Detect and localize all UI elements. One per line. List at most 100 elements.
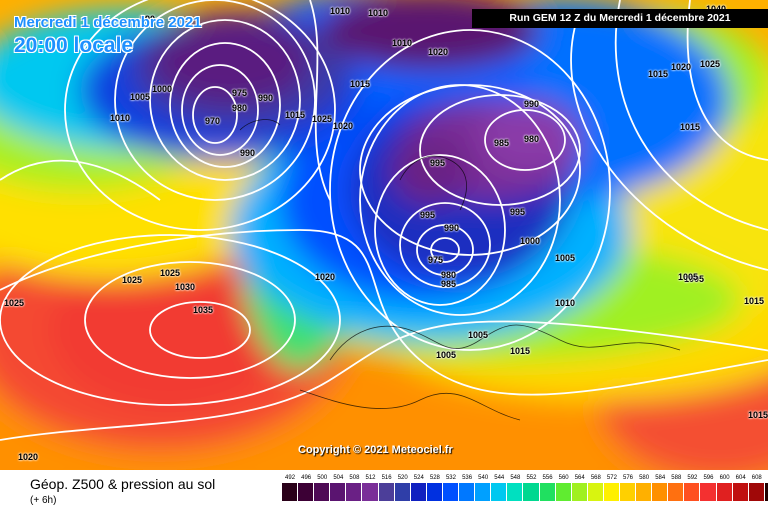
scale-step: 572: [603, 474, 620, 501]
isobar-label: 1005: [436, 350, 457, 360]
isobar-label: 995: [420, 210, 436, 220]
isobar-label: 1025: [4, 298, 25, 308]
isobar-label: 1020: [428, 47, 449, 57]
isobar-label: 1025: [122, 275, 143, 285]
isobar-label: 1010: [368, 8, 389, 18]
scale-step: 544: [491, 474, 508, 501]
scale-swatch: [426, 483, 443, 501]
isobar-label: 1005: [468, 330, 489, 340]
scale-tick-label: 520: [397, 475, 408, 481]
scale-tick-label: 516: [381, 475, 392, 481]
scale-step: 532: [442, 474, 460, 501]
scale-swatch: [442, 483, 460, 501]
scale-tick-label: 564: [574, 475, 585, 481]
scale-tick-label: 496: [301, 475, 312, 481]
scale-swatch: [459, 483, 476, 501]
scale-tick-label: 552: [526, 475, 537, 481]
copyright-notice: Copyright © 2021 Meteociel.fr: [298, 444, 453, 456]
scale-tick-label: 492: [285, 475, 296, 481]
scale-tick-label: 548: [510, 475, 521, 481]
scale-step: 504: [330, 474, 347, 501]
scale-tick-label: 524: [413, 475, 424, 481]
map-legend: Géop. Z500 & pression au sol (+ 6h) 492 4…: [0, 470, 768, 512]
scale-tick-label: 528: [429, 475, 440, 481]
scale-step: 516: [378, 474, 395, 501]
geopotential-field: [0, 0, 768, 470]
isobar-label: 1025: [700, 59, 721, 69]
isobar-label: 1035: [193, 305, 214, 315]
scale-tick-label: 596: [703, 475, 714, 481]
scale-tick-label: 504: [333, 475, 344, 481]
scale-swatch: [716, 483, 733, 501]
isobar-label: 1010: [110, 113, 131, 123]
scale-step: 600: [716, 474, 733, 501]
coastlines: [239, 119, 681, 421]
scale-step: 592: [684, 474, 701, 501]
isobar-label: 1015: [648, 69, 669, 79]
scale-step: 508: [346, 474, 363, 501]
isobar-label: 980: [441, 270, 457, 280]
isobar-label: 1005: [130, 92, 151, 102]
scale-tick-label: 512: [365, 475, 376, 481]
scale-swatch: [587, 483, 604, 501]
scale-step: 564: [571, 474, 588, 501]
scale-step: 524: [410, 474, 427, 501]
isobar-label: 970: [205, 116, 221, 126]
isobar-label: 1015: [744, 296, 765, 306]
isobar-label: 1020: [671, 62, 692, 72]
scale-tick-label: 544: [494, 475, 505, 481]
scale-tick-label: 592: [687, 475, 698, 481]
scale-swatch: [491, 483, 508, 501]
scale-swatch: [555, 483, 572, 501]
isobar-label: 990: [140, 14, 156, 24]
scale-tick-label: 588: [671, 475, 682, 481]
scale-swatch: [619, 483, 637, 501]
weather-map: 1010 1010 990 1010 1020 1015 1020 1025 1000 1005 9…: [0, 0, 768, 470]
scale-step: 548: [507, 474, 524, 501]
scale-swatch: [523, 483, 540, 501]
scale-step: 604: [732, 474, 749, 501]
isobar-label: 1020: [333, 121, 354, 131]
scale-swatch: [636, 483, 653, 501]
isobar-label: 1005: [555, 253, 576, 263]
isobar-label: 1015: [680, 122, 701, 132]
scale-step: 588: [668, 474, 685, 501]
scale-tick-label: 508: [349, 475, 360, 481]
scale-step: 580: [636, 474, 653, 501]
forecast-local-time: 20:00 locale: [14, 34, 134, 57]
scale-swatch: [732, 483, 749, 501]
scale-step: 584: [652, 474, 669, 501]
scale-step: 596: [700, 474, 717, 501]
scale-swatch: [507, 483, 524, 501]
scale-step: 568: [587, 474, 604, 501]
scale-step: 576: [619, 474, 637, 501]
isobar-label: 975: [232, 88, 248, 98]
scale-swatch: [539, 483, 556, 501]
scale-tick-label: 536: [462, 475, 473, 481]
isobar-label: 985: [441, 279, 457, 289]
scale-swatch: [603, 483, 620, 501]
isobar-label: 1005: [684, 274, 705, 284]
scale-tick-label: 556: [542, 475, 553, 481]
isobar-label: 1015: [748, 410, 768, 420]
scale-swatch: [378, 483, 395, 501]
scale-swatch: [684, 483, 701, 501]
scale-swatch: [314, 483, 331, 501]
scale-tick-label: 572: [606, 475, 617, 481]
scale-swatch: [394, 483, 411, 501]
scale-step: 536: [459, 474, 476, 501]
model-run-label: Run GEM 12 Z du Mercredi 1 décembre 2021: [472, 9, 768, 28]
isobar-label: 1015: [350, 79, 371, 89]
scale-tick-label: 532: [445, 475, 456, 481]
scale-step: 556: [539, 474, 556, 501]
scale-step: 608: [748, 474, 765, 501]
scale-tick-label: 600: [719, 475, 730, 481]
scale-swatch: [700, 483, 717, 501]
scale-step: 496: [298, 474, 315, 501]
isobar-label: 990: [258, 93, 274, 103]
scale-swatch: [362, 483, 379, 501]
scale-step: 512: [362, 474, 379, 501]
isobar-label: 1025: [160, 268, 181, 278]
isobar-label: 980: [524, 134, 540, 144]
scale-tick-label: 608: [751, 475, 762, 481]
